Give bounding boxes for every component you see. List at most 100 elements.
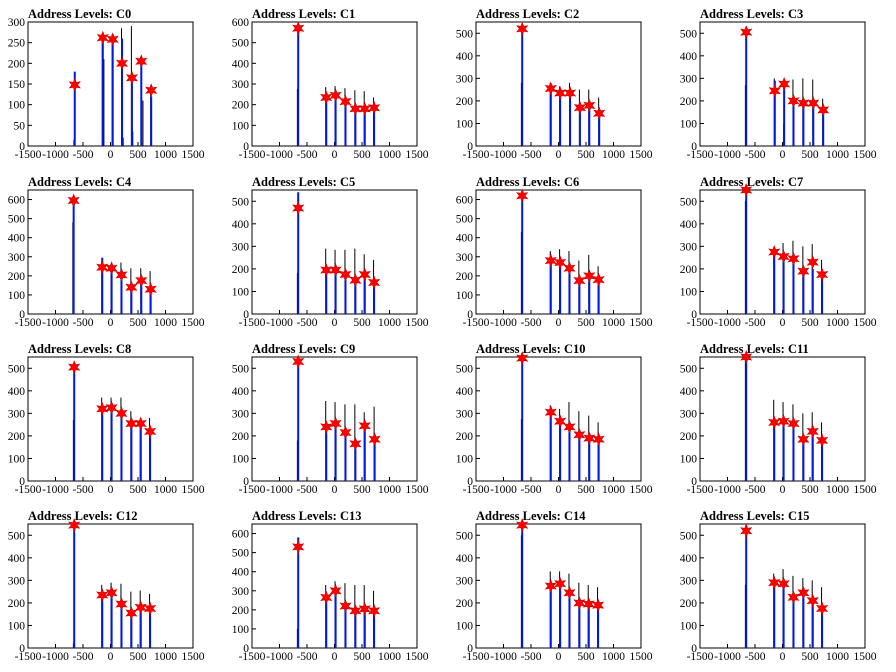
x-tick-label: 1500 — [182, 317, 205, 329]
peak-marker — [144, 601, 157, 616]
peak-marker — [329, 583, 342, 598]
peak-marker — [144, 424, 157, 439]
chart-title: Address Levels: C8 — [28, 342, 131, 356]
y-tick-label: 100 — [8, 620, 26, 632]
y-tick-label: 400 — [232, 219, 250, 231]
plot-frame — [251, 523, 418, 649]
x-tick-label: 1500 — [630, 651, 653, 663]
x-tick-label: 0 — [332, 484, 338, 496]
peak-marker — [320, 263, 333, 278]
y-tick-label: 100 — [456, 453, 474, 465]
x-tick-label: 500 — [353, 317, 371, 329]
peak-marker — [339, 267, 352, 282]
y-tick-label: 300 — [680, 575, 698, 587]
y-tick-label: 0 — [467, 476, 473, 488]
y-tick-label: 500 — [680, 363, 698, 375]
x-tick-label: 1000 — [154, 651, 177, 663]
y-tick-label: 200 — [232, 605, 250, 617]
x-tick-label: 0 — [780, 651, 786, 663]
x-tick-label: -1500 — [239, 149, 266, 161]
y-tick-label: 500 — [232, 363, 250, 375]
y-tick-label: 100 — [232, 120, 250, 132]
x-tick-label: -1500 — [239, 651, 266, 663]
y-tick-label: 500 — [680, 28, 698, 40]
y-tick-label: 200 — [8, 271, 26, 283]
y-tick-label: 300 — [232, 586, 250, 598]
peak-marker — [583, 268, 596, 283]
x-tick-label: -1500 — [463, 149, 490, 161]
peak-marker — [740, 182, 753, 198]
y-tick-label: 200 — [456, 598, 474, 610]
y-tick-label: 200 — [232, 264, 250, 276]
y-tick-label: 400 — [232, 58, 250, 70]
peak-marker — [740, 523, 753, 538]
x-tick-label: 500 — [801, 317, 819, 329]
x-tick-label: 1500 — [182, 484, 205, 496]
peak-marker — [592, 598, 605, 613]
chart-panel-13: Address Levels: C13 0 100 200 300 400 500 600 -1… — [232, 509, 429, 663]
y-tick-label: 100 — [8, 453, 26, 465]
peak-marker — [797, 585, 810, 600]
x-tick-label: 1500 — [854, 149, 877, 161]
x-tick-label: -1000 — [490, 149, 517, 161]
peak-marker — [115, 406, 128, 421]
y-tick-label: 200 — [680, 431, 698, 443]
y-tick-label: 200 — [232, 100, 250, 112]
y-tick-label: 100 — [680, 453, 698, 465]
peak-marker — [816, 433, 829, 448]
x-tick-label: 1000 — [602, 149, 625, 161]
x-tick-label: 500 — [577, 651, 595, 663]
peak-marker — [593, 106, 606, 121]
y-tick-label: 0 — [243, 476, 249, 488]
peak-marker — [125, 70, 139, 85]
x-tick-label: 500 — [801, 651, 819, 663]
peak-marker — [787, 590, 800, 605]
y-tick-label: 300 — [8, 408, 26, 420]
x-tick-label: -500 — [296, 317, 317, 329]
x-tick-label: 1500 — [406, 317, 429, 329]
y-tick-label: 300 — [232, 79, 250, 91]
peak-marker — [777, 249, 790, 264]
chart-title: Address Levels: C4 — [28, 175, 132, 189]
peak-marker — [797, 432, 810, 447]
x-tick-label: 1500 — [630, 317, 653, 329]
peak-marker — [554, 85, 567, 101]
peak-marker — [582, 597, 595, 612]
y-tick-label: 200 — [8, 431, 26, 443]
y-tick-label: 400 — [232, 567, 250, 579]
peak-marker — [349, 436, 362, 451]
y-tick-label: 500 — [456, 530, 474, 542]
chart-panel-2: Address Levels: C20100200300400500-1500-… — [456, 7, 653, 161]
y-tick-label: 400 — [456, 553, 474, 565]
y-tick-label: 100 — [456, 118, 474, 130]
x-tick-label: 1000 — [378, 149, 401, 161]
chart-panel-9: Address Levels: C90100200300400500-1500-… — [232, 342, 429, 496]
y-tick-label: 300 — [680, 73, 698, 85]
peak-marker — [349, 101, 362, 116]
y-tick-label: 100 — [232, 286, 250, 298]
x-tick-label: 500 — [129, 317, 147, 329]
x-tick-label: 500 — [577, 149, 595, 161]
x-tick-label: -1000 — [42, 317, 69, 329]
x-tick-label: 0 — [780, 149, 786, 161]
y-tick-label: 400 — [680, 219, 698, 231]
x-tick-label: -1000 — [266, 317, 293, 329]
chart-title: Address Levels: C0 — [28, 7, 131, 21]
x-tick-label: -1000 — [714, 317, 741, 329]
y-tick-label: 400 — [456, 386, 474, 398]
peak-marker — [516, 351, 529, 366]
x-tick-label: -1000 — [42, 651, 69, 663]
peak-marker — [740, 25, 753, 40]
plot-frame — [699, 189, 866, 315]
y-tick-label: 400 — [8, 386, 26, 398]
chart-panel-1: Address Levels: C1 0 100 200 300 400 500 600 -15… — [232, 7, 429, 161]
y-tick-label: 400 — [680, 51, 698, 63]
y-tick-label: 300 — [456, 408, 474, 420]
x-tick-label: -500 — [744, 484, 765, 496]
y-tick-label: 300 — [8, 252, 26, 264]
peak-marker — [544, 405, 557, 420]
x-tick-label: -500 — [72, 149, 93, 161]
y-tick-label: 50 — [14, 120, 26, 132]
x-tick-label: -1500 — [15, 317, 42, 329]
x-tick-label: 500 — [129, 149, 147, 161]
